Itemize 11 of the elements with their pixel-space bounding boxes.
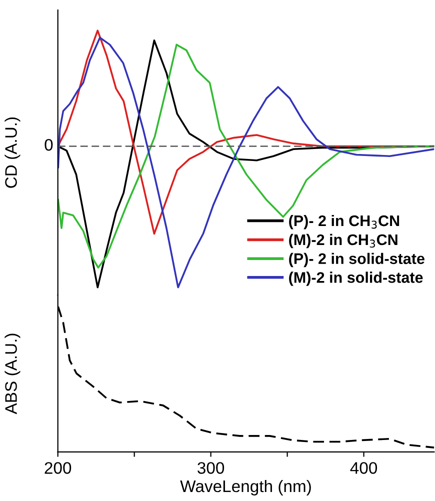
x-tick-label: 200 — [44, 462, 72, 474]
ref-line-label: 0 — [44, 138, 53, 151]
legend-label: (M)-2 in CH$_{3}$CN — [289, 234, 398, 248]
legend-label: (P)- 2 in solid-state — [289, 252, 424, 268]
x-tick-label: 400 — [350, 462, 378, 474]
y-axis-title: CD (A.U.) — [4, 117, 20, 188]
legend-label: (P)- 2 in CH$_{3}$CN — [289, 214, 400, 230]
x-tick-label: 300 — [198, 462, 224, 474]
y-axis-title: ABS (A.U.) — [4, 334, 20, 414]
legend-label: (M)-2 in solid-state — [289, 272, 423, 286]
x-axis-title: WaveLength (nm) — [180, 480, 311, 496]
